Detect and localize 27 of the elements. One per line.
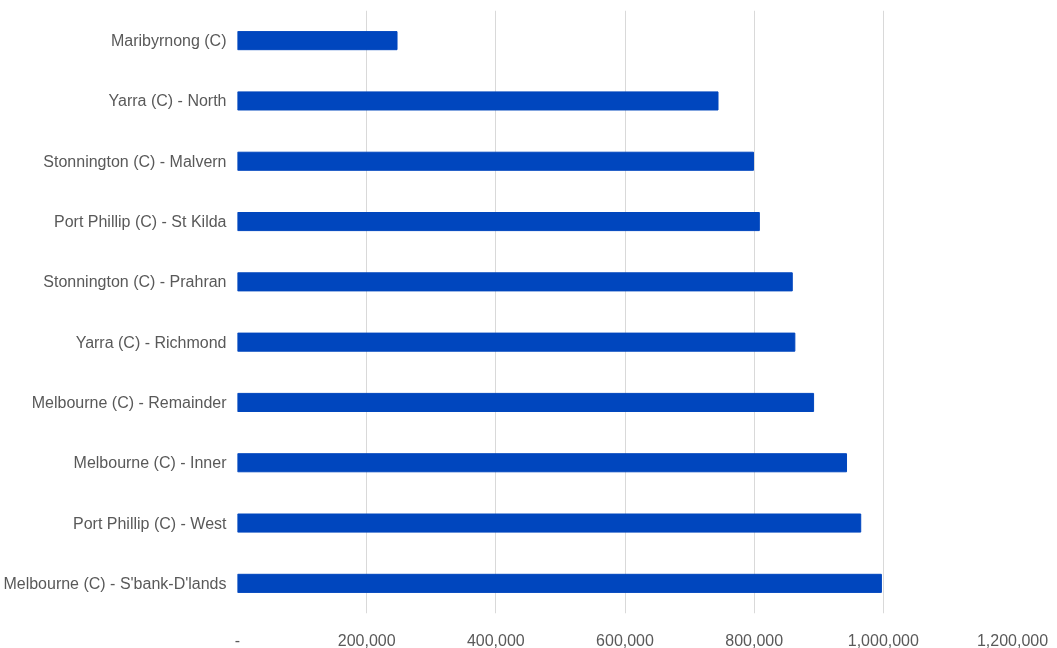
bar [237,91,719,111]
bar [237,513,862,533]
y-tick-label: Port Phillip (C) - West [72,514,228,532]
y-tick-label: Port Phillip (C) - St Kilda [54,213,227,231]
bar [237,31,398,51]
bar [237,392,815,412]
y-tick-label: Yarra (C) - Richmond [75,333,227,351]
y-tick-label: Maribyrnong (C) [110,32,227,50]
bar [237,332,796,352]
bar [237,151,755,171]
y-tick-label: Melbourne (C) - Remainder [31,393,228,411]
x-tick-label: 600,000 [596,631,655,648]
x-tick-label: 1,200,000 [976,631,1049,648]
x-tick-label: 800,000 [725,631,784,648]
x-tick-label: - [234,631,241,648]
bar [237,272,793,292]
y-tick-label: Melbourne (C) - Inner [73,454,228,472]
y-tick-label: Melbourne (C) - S'bank-D'lands [3,574,227,592]
x-tick-label: 200,000 [337,631,396,648]
y-tick-label: Yarra (C) - North [108,92,227,110]
x-tick-label: 1,000,000 [847,631,920,648]
bar [237,212,760,232]
y-tick-label: Stonnington (C) - Prahran [43,273,227,291]
y-tick-label: Stonnington (C) - Malvern [43,152,227,170]
x-tick-label: 400,000 [466,631,525,648]
bar [237,573,882,593]
bar [237,453,848,473]
